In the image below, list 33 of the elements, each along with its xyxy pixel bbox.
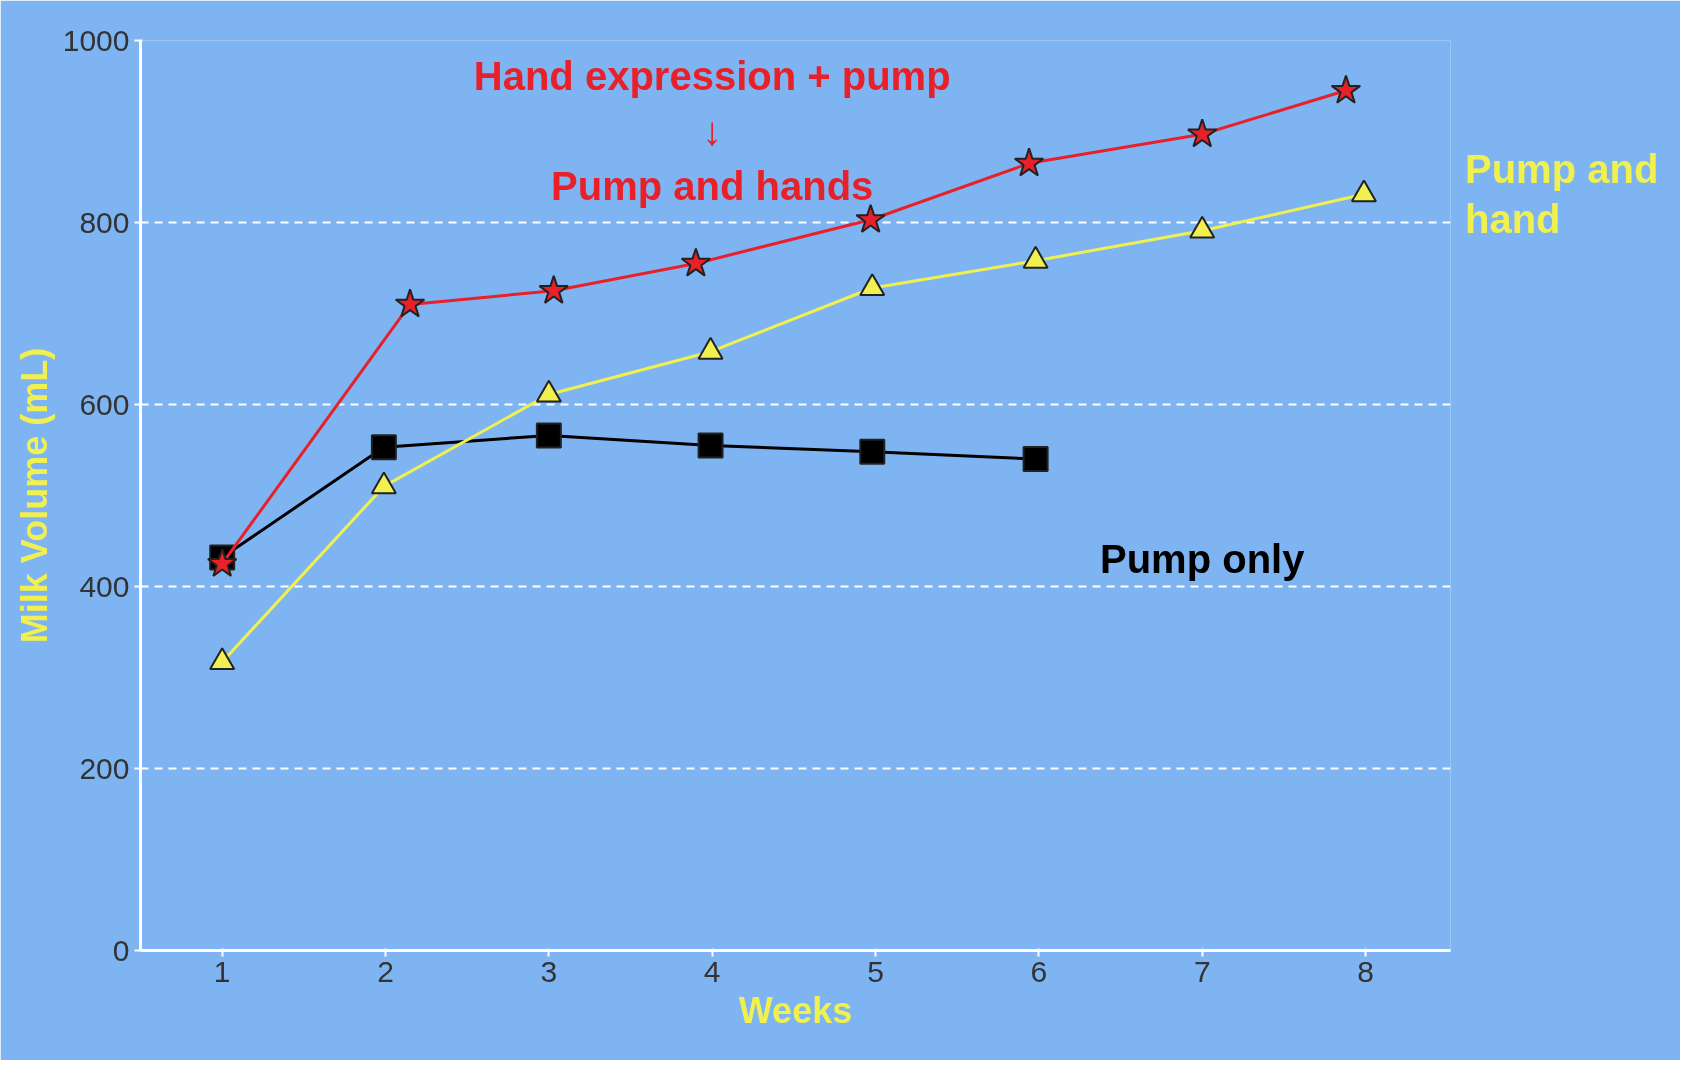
x-tick-label: 3: [540, 954, 558, 988]
point: [1013, 147, 1045, 177]
x-tick-label: 2: [377, 954, 394, 988]
y-axis-title: Milk Volume (mL): [13, 347, 55, 644]
x-tick-label: 4: [703, 954, 721, 988]
point: [697, 432, 724, 459]
y-tick-label: 600: [79, 387, 130, 421]
x-tick-label: 6: [1030, 954, 1048, 988]
point: [538, 274, 570, 304]
point: [1022, 446, 1049, 473]
point: [859, 438, 886, 465]
x-tick-label: 8: [1357, 954, 1374, 988]
x-tick-label: 5: [867, 954, 884, 988]
series-label: Hand expression + pump ↓ Pump and hands: [473, 54, 951, 209]
point: [370, 434, 397, 461]
y-tick-label: 200: [79, 751, 130, 785]
series-label: Pump and hand: [1465, 146, 1659, 243]
y-tick-label: 800: [79, 205, 130, 239]
x-axis-title: Weeks: [738, 989, 853, 1031]
x-tick-label: 7: [1193, 954, 1211, 988]
x-tick-label: 1: [213, 954, 231, 988]
point: [1330, 74, 1362, 104]
point: [855, 203, 886, 233]
text: Pump only: [1099, 537, 1306, 582]
point: [394, 288, 426, 318]
point: [535, 422, 562, 449]
y-tick-label: 400: [79, 569, 130, 603]
point: [680, 247, 712, 277]
y-tick-label: 0: [112, 933, 130, 967]
point: [206, 547, 238, 577]
point: [1350, 179, 1377, 203]
point: [1186, 118, 1218, 148]
y-tick-label: 1000: [62, 23, 130, 57]
